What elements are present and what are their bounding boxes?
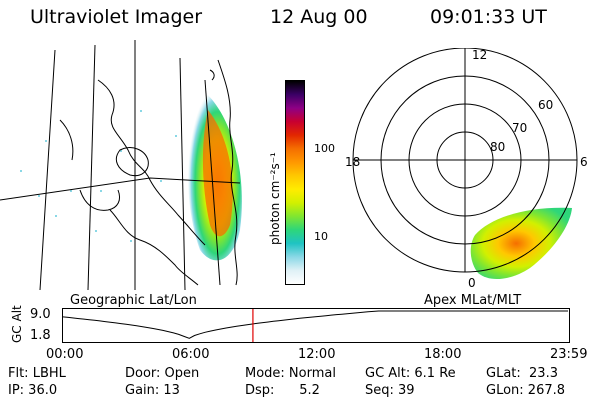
- colorbar-tick-10: 10: [314, 230, 328, 243]
- altitude-curve: [62, 310, 568, 339]
- altitude-xtick-0600: 06:00: [172, 347, 210, 362]
- altitude-xtick-2359: 23:59: [550, 347, 588, 362]
- mode-info: Mode: Normal: [245, 366, 336, 381]
- glat-info: GLat: 23.3: [486, 366, 558, 381]
- mlat-label-80: 80: [490, 140, 506, 154]
- mlt-label-12: 12: [472, 48, 488, 62]
- gain-info: Gain: 13: [125, 383, 180, 398]
- glon-info: GLon: 267.8: [486, 383, 566, 398]
- altitude-ytick-min: 1.8: [30, 328, 51, 343]
- altitude-ylabel: GC Alt: [10, 305, 24, 343]
- altitude-xtick-1800: 18:00: [424, 347, 462, 362]
- altitude-xtick-0000: 00:00: [46, 347, 84, 362]
- dsp-info: Dsp: 5.2: [245, 383, 320, 398]
- mlt-label-0: 0: [468, 276, 476, 290]
- time-label: 09:01:33 UT: [430, 6, 547, 28]
- lat-lon-grid: [0, 40, 241, 290]
- altitude-ytick-max: 9.0: [30, 307, 51, 322]
- geographic-map-panel: [0, 40, 242, 290]
- ip-info: IP: 36.0: [8, 383, 58, 398]
- instrument-title: Ultraviolet Imager: [30, 6, 203, 28]
- altitude-plot-frame: [62, 308, 570, 343]
- mlt-label-6: 6: [580, 155, 588, 169]
- polar-plot: [352, 48, 578, 280]
- altitude-plot: [62, 308, 570, 343]
- noise-speckle: [20, 110, 177, 242]
- auroral-oval: [470, 207, 572, 280]
- polar-panel-label: Apex MLat/MLT: [424, 293, 522, 308]
- auroral-core-geo: [202, 110, 233, 237]
- mlat-label-70: 70: [512, 121, 528, 135]
- filter-info: Flt: LBHL: [8, 366, 66, 381]
- gc-alt-info: GC Alt: 6.1 Re: [365, 366, 456, 381]
- geo-panel-label: Geographic Lat/Lon: [70, 293, 197, 308]
- mlat-label-60: 60: [538, 98, 554, 112]
- colorbar-title: photon cm⁻²s⁻¹: [268, 152, 282, 245]
- colorbar-tick-100: 100: [314, 142, 335, 155]
- altitude-xtick-1200: 12:00: [298, 347, 336, 362]
- coastlines: [59, 59, 238, 286]
- colorbar: [285, 80, 305, 285]
- door-info: Door: Open: [125, 366, 200, 381]
- date-label: 12 Aug 00: [270, 6, 368, 28]
- mlt-label-18: 18: [345, 155, 361, 169]
- seq-info: Seq: 39: [365, 383, 415, 398]
- polar-grid: [352, 48, 578, 273]
